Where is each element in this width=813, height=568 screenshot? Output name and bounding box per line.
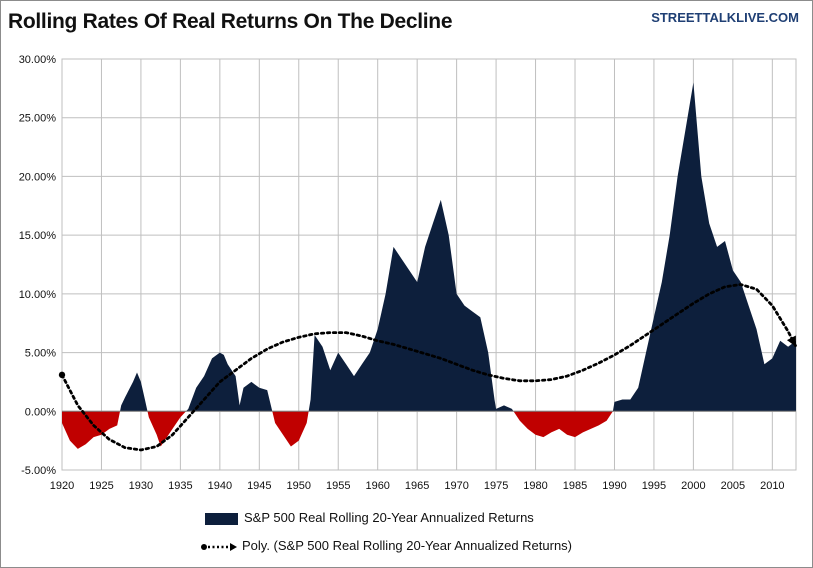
x-tick-label: 2005 [721, 480, 745, 492]
x-tick-label: 1995 [642, 480, 666, 492]
legend-label-poly: Poly. (S&P 500 Real Rolling 20-Year Annu… [242, 538, 573, 553]
x-axis-ticks: 1920 1925 1930 1935 1940 1945 1950 1955 1960 1965… [50, 480, 785, 492]
legend-swatch-area [205, 512, 238, 525]
y-tick-label: 25.00% [19, 113, 57, 125]
x-tick-label: 2010 [760, 480, 784, 492]
chart-title: Rolling Rates Of Real Returns On The Dec… [8, 10, 453, 33]
legend-item-returns: S&P 500 Real Rolling 20-Year Annualized … [205, 510, 534, 525]
x-tick-label: 1935 [168, 480, 192, 492]
x-tick-label: 1950 [287, 480, 311, 492]
y-tick-label: 5.00% [25, 348, 56, 360]
y-tick-label: -5.00% [21, 465, 56, 477]
y-tick-label: 10.00% [19, 289, 57, 301]
x-tick-label: 1960 [365, 480, 389, 492]
legend-label-returns: S&P 500 Real Rolling 20-Year Annualized … [244, 510, 534, 525]
y-tick-label: 15.00% [19, 230, 57, 242]
trend-arrow-icon [786, 335, 796, 347]
polynomial-trend-line [60, 283, 798, 452]
x-tick-label: 1945 [247, 480, 271, 492]
y-tick-label: 30.00% [19, 54, 57, 66]
x-tick-label: 1965 [405, 480, 429, 492]
y-tick-label: 0.00% [25, 406, 56, 418]
x-tick-label: 1970 [444, 480, 468, 492]
source-label: STREETTALKLIVE.COM [651, 10, 799, 25]
trend-start-marker [58, 371, 66, 379]
x-tick-label: 1940 [208, 480, 232, 492]
x-tick-label: 1980 [523, 480, 547, 492]
x-tick-label: 1955 [326, 480, 350, 492]
x-tick-label: 1975 [484, 480, 508, 492]
legend-item-poly: Poly. (S&P 500 Real Rolling 20-Year Annu… [200, 538, 572, 553]
legend-swatch-dotted-icon [201, 542, 237, 551]
y-axis-ticks: -5.00% 0.00% 5.00% 10.00% 15.00% 20.00% 25.00%… [19, 54, 57, 477]
x-tick-label: 1985 [563, 480, 587, 492]
x-tick-label: 1920 [50, 480, 74, 492]
positive-returns-area [120, 82, 796, 411]
y-tick-label: 20.00% [19, 171, 57, 183]
x-tick-label: 2000 [681, 480, 705, 492]
x-tick-label: 1930 [129, 480, 153, 492]
x-tick-label: 1925 [89, 480, 113, 492]
x-tick-label: 1990 [602, 480, 626, 492]
